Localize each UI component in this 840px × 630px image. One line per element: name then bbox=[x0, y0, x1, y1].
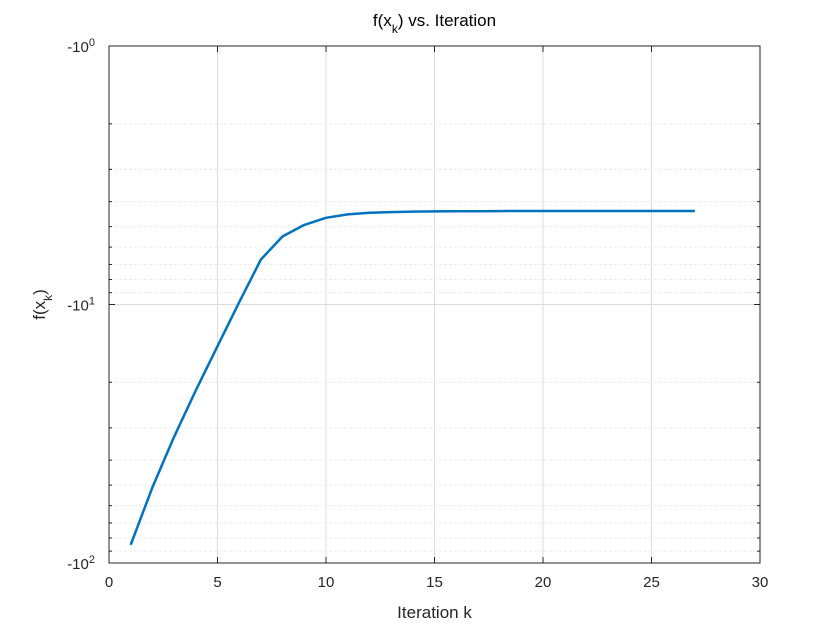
x-tick-label: 15 bbox=[426, 574, 443, 591]
x-axis-label: Iteration k bbox=[397, 603, 472, 622]
series-line bbox=[129, 209, 695, 546]
chart-title: f(xk) vs. Iteration bbox=[373, 11, 496, 36]
title-rest: ) vs. Iteration bbox=[398, 11, 496, 30]
ylabel-sub: k bbox=[41, 294, 55, 301]
y-tick-label: -101 bbox=[67, 296, 95, 315]
title-sub: k bbox=[392, 22, 399, 36]
y-axis-label: f(xk) bbox=[30, 289, 55, 320]
ylabel-rest: ) bbox=[30, 289, 49, 295]
x-tick-label: 30 bbox=[752, 574, 769, 591]
title-base: f(x bbox=[373, 11, 392, 30]
x-tick-label: 5 bbox=[213, 574, 221, 591]
x-tick-label: 0 bbox=[105, 574, 113, 591]
ticks: 0 5 10 15 20 25 30 -100 -101 -102 bbox=[67, 37, 768, 591]
y-tick-label: -102 bbox=[67, 554, 95, 573]
x-tick-label: 10 bbox=[318, 574, 335, 591]
x-tick-label: 20 bbox=[535, 574, 552, 591]
y-tick-label: -100 bbox=[67, 37, 95, 56]
x-tick-label: 25 bbox=[643, 574, 660, 591]
grid bbox=[109, 46, 760, 563]
data-series bbox=[129, 209, 695, 546]
ylabel-base: f(x bbox=[30, 300, 49, 319]
